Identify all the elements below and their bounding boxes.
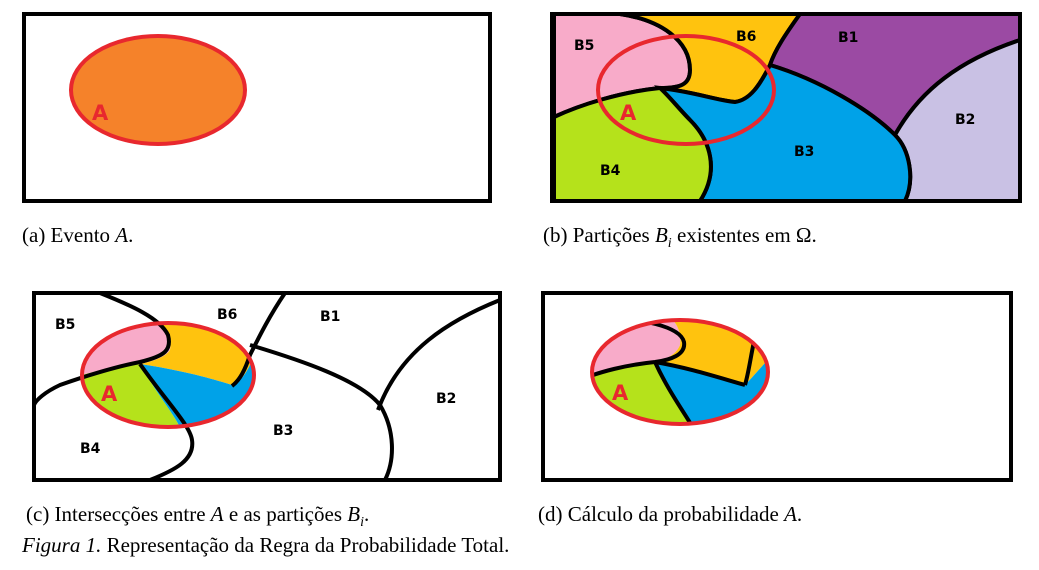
caption-b-text: (b) Partições [543,223,655,247]
caption-c-suffix: . [363,502,370,526]
caption-c: (c) Intersecções entre A e as partições … [26,502,369,531]
label-b6: B6 [217,307,237,323]
caption-d-math: A [784,502,797,526]
caption-b-math: B [654,223,668,247]
label-b5: B5 [55,317,75,333]
caption-c-math-a: A [210,502,224,526]
label-b1: B1 [320,309,340,325]
caption-d-suffix: . [796,502,803,526]
event-a-label: A [620,101,637,125]
event-a-ellipse [80,321,256,429]
panel-a: A [0,0,520,220]
panel-c-d-diagram: A B5 B6 B1 B2 B3 B4 A [32,291,1013,482]
caption-a-math: A [115,223,129,247]
caption-c-math-b: B [347,502,361,526]
caption-a-text: (a) Evento [22,223,116,247]
event-a-ellipse-d [590,318,770,426]
figure-caption-lead: Figura 1. [22,533,102,557]
panel-b-diagram: A B5 B6 B1 B2 B3 B4 [550,12,1022,203]
event-a-label: A [612,381,629,405]
label-b4: B4 [80,441,101,457]
caption-c-text: (c) Intersecções entre [26,502,211,526]
partition-boundary [32,291,171,406]
label-b4: B4 [600,163,621,179]
caption-a-suffix: . [128,223,134,247]
caption-b-sub: i [667,236,672,252]
partition-boundary [376,298,501,411]
event-a-label: A [92,101,109,125]
partition-boundary [230,291,287,388]
panel-a-diagram: A [22,12,492,203]
label-b6: B6 [736,29,756,45]
panel-d-pieces [592,320,768,424]
partition-boundary [249,343,394,481]
caption-b-suffix: existentes em Ω. [671,223,817,247]
label-b2: B2 [436,391,456,407]
caption-d-text: (d) Cálculo da probabilidade [538,502,785,526]
event-a-ellipse [69,34,247,146]
label-b5: B5 [574,38,594,54]
label-b3: B3 [273,423,293,439]
caption-d: (d) Cálculo da probabilidade A. [538,502,802,527]
label-b3: B3 [794,144,814,160]
event-a-label: A [101,382,118,406]
sample-space-frame [32,291,502,482]
figure-caption-text: Representação da Regra da Probabilidade … [101,533,510,557]
label-b1: B1 [838,30,858,46]
sample-space-frame-d [541,291,1013,482]
caption-c-mid: e as partições [223,502,348,526]
caption-c-sub: i [360,515,364,531]
caption-a: (a) Evento A. [22,223,133,248]
partition-boundary [138,362,195,482]
sample-space-frame [550,12,1022,203]
event-a-ellipse [596,34,776,146]
label-b2: B2 [955,112,975,128]
caption-b: (b) Partições Bi existentes em Ω. [543,223,817,252]
figure-caption: Figura 1. Representação da Regra da Prob… [22,533,509,558]
